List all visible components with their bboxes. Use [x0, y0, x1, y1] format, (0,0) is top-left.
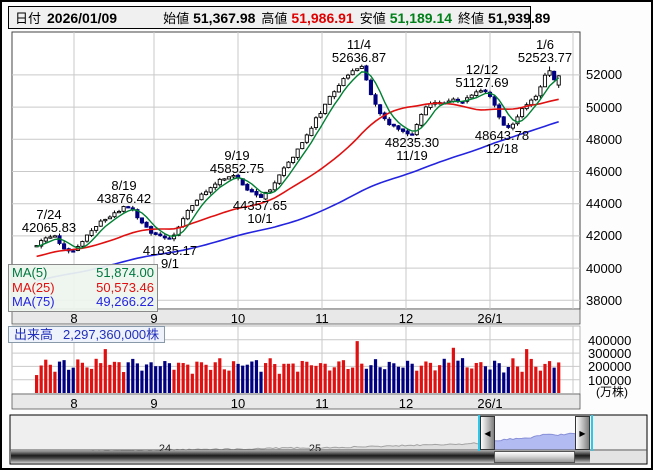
ohlc-header: 日付 2026/01/09 始値 51,367.98 高値 51,986.91 …: [8, 6, 550, 29]
low-value: 51,189.14: [389, 9, 453, 26]
open-value: 51,367.98: [193, 9, 256, 26]
scrollbar-disabled-area: [590, 451, 646, 463]
volume-title: 出来高: [14, 327, 54, 342]
high-label: 高値: [261, 11, 288, 26]
range-right-arrow-button[interactable]: ▶: [575, 416, 590, 450]
date-value: 2026/01/09: [47, 9, 118, 26]
scrollbar-thumb[interactable]: [494, 451, 575, 463]
volume-readout: 出来高 2,297,360,000株: [8, 326, 166, 343]
ma25-line: [36, 98, 559, 258]
open-label: 始値: [163, 11, 190, 26]
main-gridlines: [12, 32, 580, 309]
ma-legend: MA(5) 51,874.00 MA(25) 50,573.46 MA(75) 49,26…: [8, 264, 158, 312]
close-label: 終値: [458, 11, 485, 26]
navigator-area-selected: [495, 433, 589, 450]
high-value: 51,986.91: [291, 9, 354, 26]
range-right-guide-line: [591, 415, 593, 451]
main-plot: [11, 31, 581, 325]
volume-plot: [11, 325, 581, 410]
volume-value: 2,297,360,000株: [63, 327, 160, 342]
low-label: 安値: [359, 11, 386, 26]
close-value: 51,939.89: [488, 9, 551, 26]
month-axis-band: [11, 308, 581, 325]
ma75-line: [36, 120, 559, 282]
navigator-area-history: [12, 440, 495, 455]
ma-legend-row: MA(5) 51,874.00: [12, 265, 154, 280]
range-left-arrow-button[interactable]: ◀: [480, 416, 495, 450]
volume-bars: [35, 341, 561, 393]
volume-month-axis-band: [11, 393, 581, 410]
range-left-guide-line: [478, 415, 480, 451]
ma-legend-row: MA(25) 50,573.46: [12, 279, 154, 295]
ma5-line: [36, 71, 560, 249]
main-plot-area: [11, 31, 581, 310]
ma-legend-row: MA(75) 49,266.22: [12, 294, 154, 309]
scrollbar-track[interactable]: [11, 451, 590, 463]
date-label: 日付: [15, 11, 42, 26]
